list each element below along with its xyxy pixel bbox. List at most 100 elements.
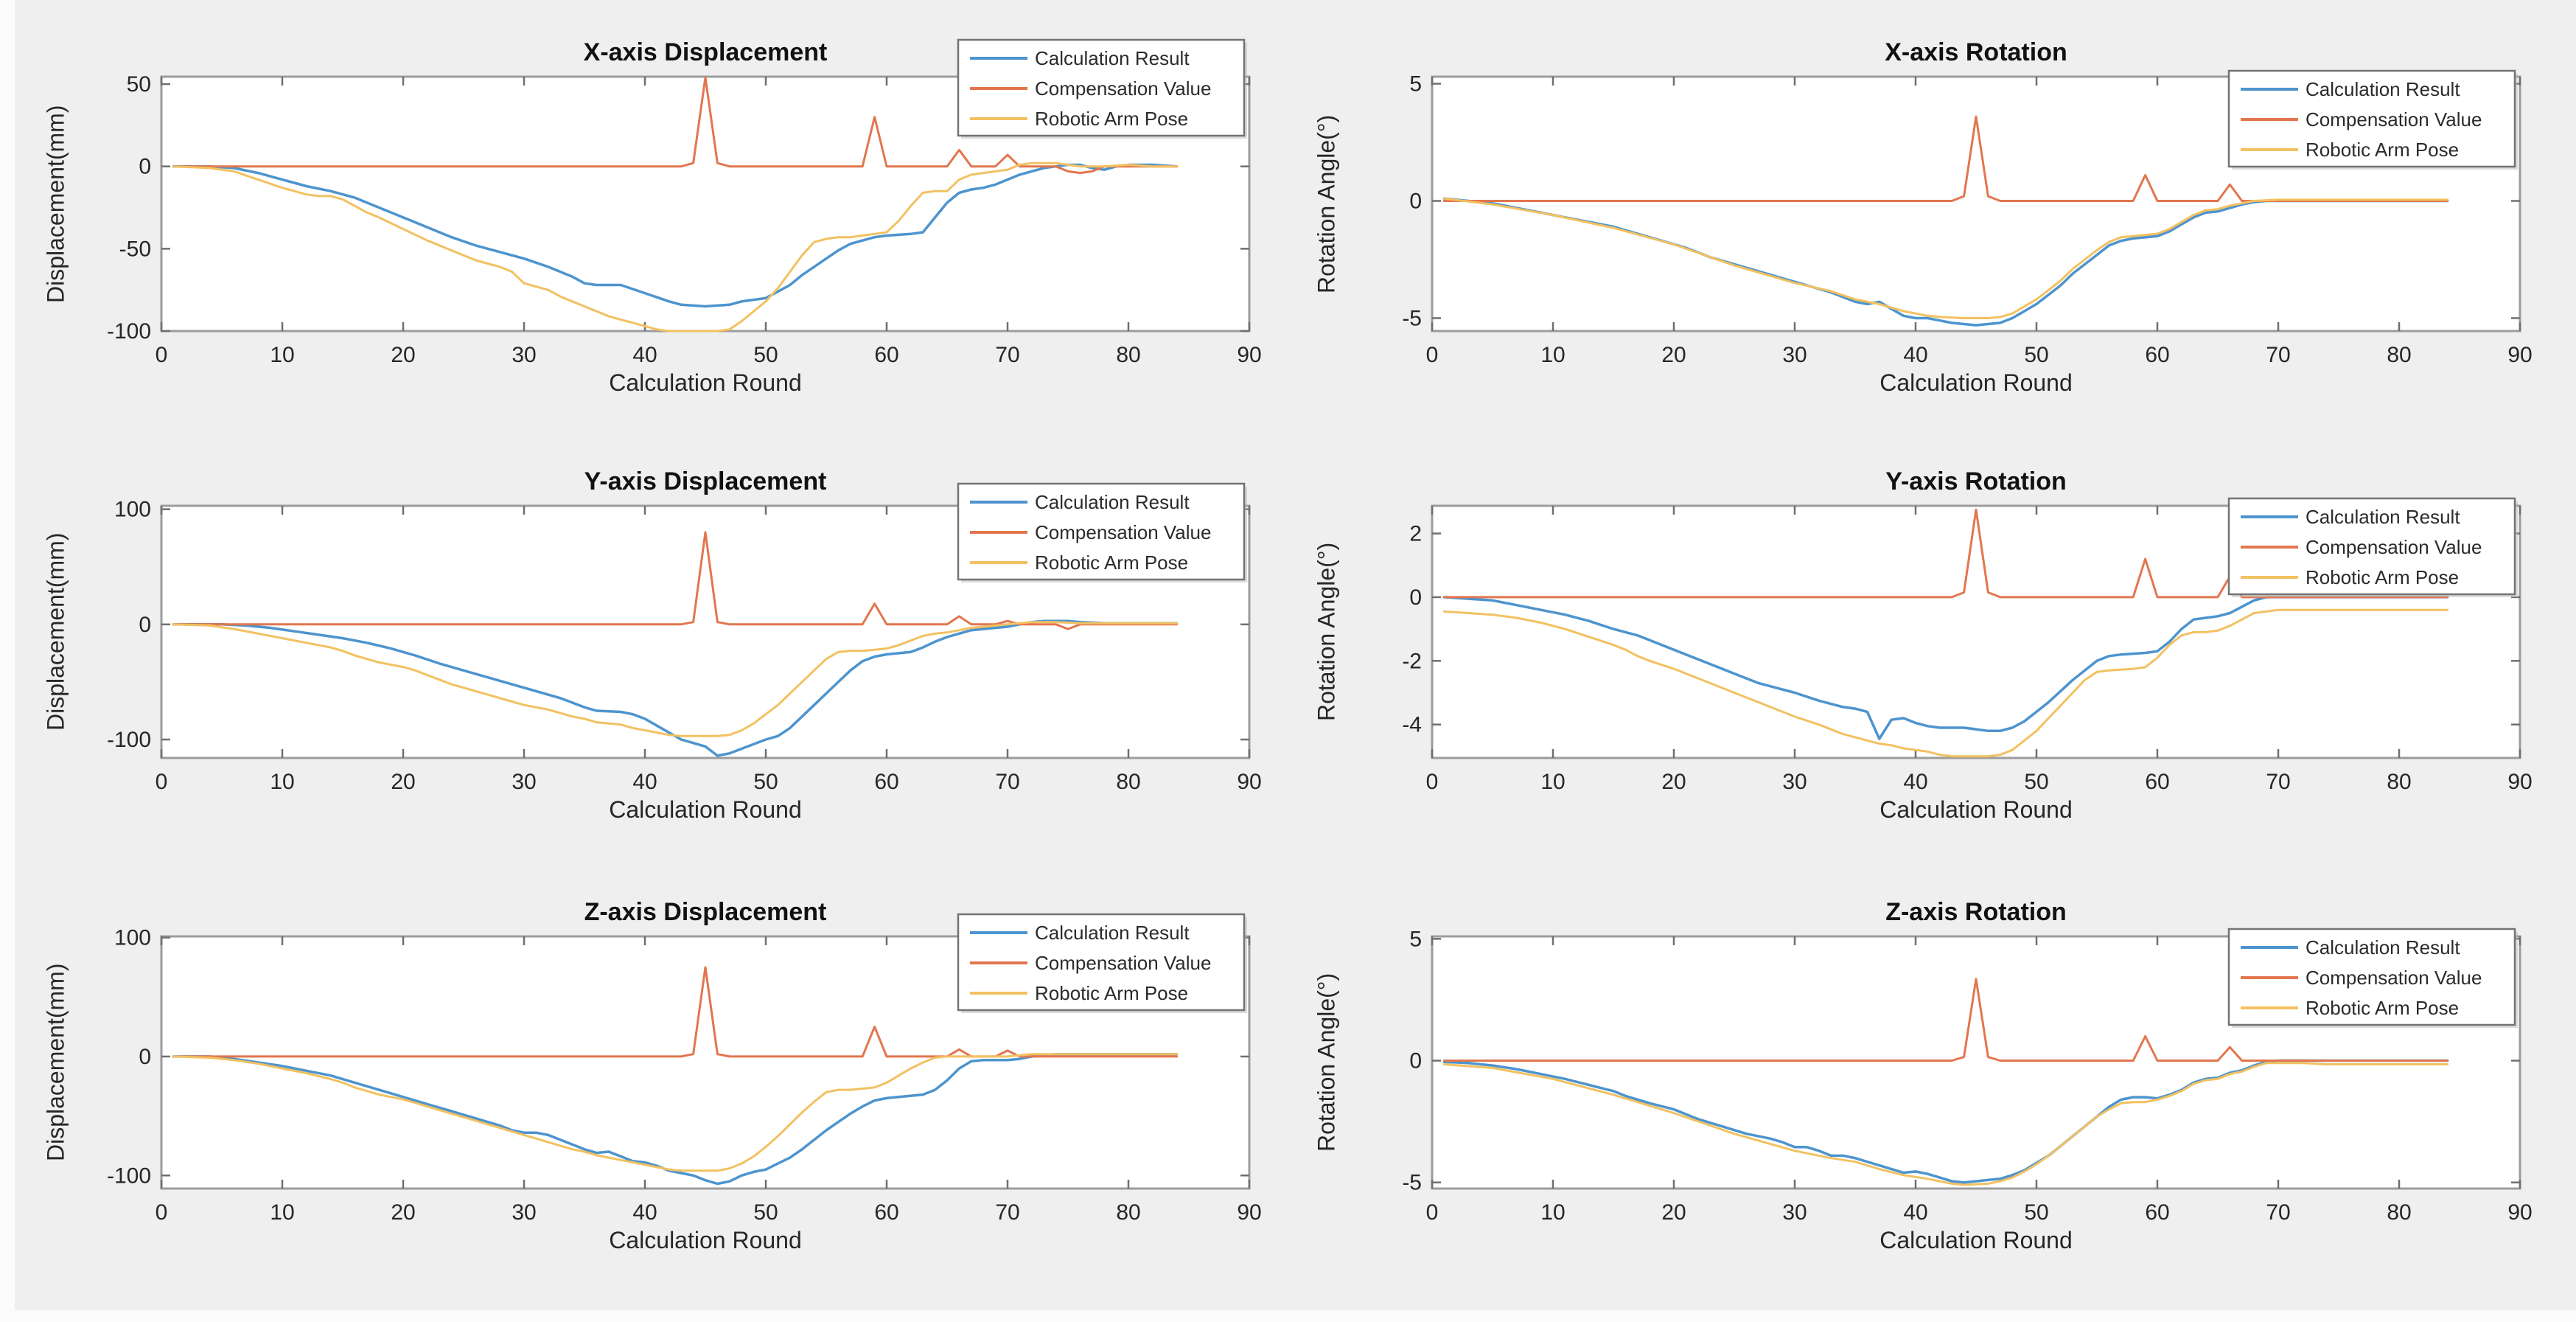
x-tick-label: 60 <box>2145 770 2169 794</box>
legend-item-label: Calculation Result <box>2306 78 2460 100</box>
x-tick-label: 0 <box>1426 770 1439 794</box>
series-robotic-arm-pose <box>1442 1062 2449 1186</box>
x-tick-label: 70 <box>2266 343 2290 367</box>
legend: Calculation Result Compensation Value Robo… <box>957 482 1247 582</box>
legend-item-label: Compensation Value <box>1035 952 1211 974</box>
y-tick-label: -100 <box>107 1163 151 1188</box>
y-tick-label: 0 <box>139 1045 151 1069</box>
x-tick-label: 0 <box>1426 1200 1439 1225</box>
subplot-x-axis-rotation: X-axis Rotation Rotation Angle(°) Calcul… <box>1288 0 2575 428</box>
series-robotic-arm-pose <box>172 161 1179 333</box>
x-tick-label: 50 <box>2024 343 2048 367</box>
series-calculation-result <box>1442 596 2449 740</box>
plot-title: Y-axis Rotation <box>1885 467 2067 495</box>
y-tick-label: 0 <box>139 613 151 637</box>
x-tick-label: 10 <box>270 343 294 367</box>
x-tick-label: 60 <box>874 343 898 367</box>
x-tick-label: 10 <box>1540 770 1565 794</box>
y-tick-label: -50 <box>119 237 151 261</box>
x-tick-label: 90 <box>1237 343 1261 367</box>
x-tick-label: 70 <box>995 1200 1019 1225</box>
y-tick-label: -5 <box>1402 1171 1422 1195</box>
x-tick-label: 20 <box>1661 770 1686 794</box>
x-tick-label: 80 <box>2387 770 2411 794</box>
series-compensation-value <box>172 531 1179 630</box>
x-tick-label: 60 <box>874 1200 898 1225</box>
x-tick-label: 10 <box>1540 343 1565 367</box>
legend-item-label: Robotic Arm Pose <box>1035 108 1188 130</box>
y-tick-label: 100 <box>114 926 151 950</box>
legend-item-label: Compensation Value <box>2306 967 2482 989</box>
subplot-y-axis-displacement: Y-axis Displacement Displacement(mm) Cal… <box>0 428 1288 859</box>
x-tick-label: 30 <box>512 343 536 367</box>
series-calculation-result <box>172 1052 1179 1186</box>
legend-item-label: Robotic Arm Pose <box>2306 139 2459 161</box>
x-tick-label: 0 <box>156 343 168 367</box>
x-tick-label: 30 <box>512 1200 536 1225</box>
x-tick-label: 40 <box>1903 1200 1927 1225</box>
x-tick-label: 70 <box>995 770 1019 794</box>
x-tick-label: 60 <box>2145 1200 2169 1225</box>
x-tick-label: 10 <box>270 770 294 794</box>
y-tick-label: -5 <box>1402 307 1422 331</box>
subplot-x-axis-displacement: X-axis Displacement Displacement(mm) Cal… <box>0 0 1288 428</box>
subplot-y-axis-rotation: Y-axis Rotation Rotation Angle(°) Calcul… <box>1288 428 2575 859</box>
x-tick-label: 80 <box>1116 343 1140 367</box>
legend-item-label: Robotic Arm Pose <box>1035 552 1188 574</box>
x-tick-label: 10 <box>1540 1200 1565 1225</box>
legend-item-label: Calculation Result <box>2306 936 2460 959</box>
plot-title: Z-axis Displacement <box>584 898 827 926</box>
legend-item-label: Calculation Result <box>1035 491 1190 513</box>
legend-item-label: Compensation Value <box>2306 108 2482 131</box>
x-tick-label: 50 <box>753 1200 778 1225</box>
y-tick-label: 50 <box>127 72 151 97</box>
y-tick-label: 0 <box>1409 1049 1422 1074</box>
plot-title: X-axis Rotation <box>1885 38 2067 66</box>
series-robotic-arm-pose <box>172 1053 1179 1172</box>
x-tick-label: 80 <box>1116 1200 1140 1225</box>
x-tick-label: 60 <box>2145 343 2169 367</box>
legend-item-label: Compensation Value <box>1035 77 1211 100</box>
y-tick-label: -100 <box>107 728 151 752</box>
legend-item-label: Compensation Value <box>2306 536 2482 558</box>
x-tick-label: 20 <box>391 1200 415 1225</box>
legend-item-label: Calculation Result <box>1035 47 1190 69</box>
x-axis-label: Calculation Round <box>609 369 802 396</box>
x-tick-label: 40 <box>632 343 657 367</box>
y-tick-label: 0 <box>1409 189 1422 214</box>
x-tick-label: 80 <box>1116 770 1140 794</box>
legend: Calculation Result Compensation Value Robo… <box>2227 928 2518 1028</box>
y-tick-label: -4 <box>1402 713 1422 737</box>
legend-item-label: Robotic Arm Pose <box>2306 997 2459 1019</box>
plot-canvas: 0 10 20 30 40 50 60 70 80 90 50 0 -50 -100 Calculation… <box>107 38 1262 367</box>
series-compensation-value <box>172 76 1179 175</box>
x-tick-label: 0 <box>1426 343 1439 367</box>
plot-title: Z-axis Rotation <box>1885 898 2067 926</box>
y-tick-label: 2 <box>1409 522 1422 546</box>
series-robotic-arm-pose <box>172 621 1179 737</box>
x-tick-label: 70 <box>995 343 1019 367</box>
y-tick-label: -2 <box>1402 649 1422 673</box>
series-calculation-result <box>172 163 1179 308</box>
series-compensation-value <box>172 966 1179 1058</box>
x-axis-label: Calculation Round <box>609 796 802 823</box>
plot-title: X-axis Displacement <box>583 38 828 66</box>
subplot-z-axis-rotation: Z-axis Rotation Rotation Angle(°) Calcul… <box>1288 859 2575 1322</box>
x-tick-label: 50 <box>2024 1200 2048 1225</box>
x-tick-label: 40 <box>1903 770 1927 794</box>
x-tick-label: 90 <box>1237 1200 1261 1225</box>
x-axis-label: Calculation Round <box>609 1227 802 1253</box>
legend-item-label: Robotic Arm Pose <box>1035 982 1188 1004</box>
x-axis-label: Calculation Round <box>1879 796 2073 823</box>
y-tick-label: -100 <box>107 319 151 344</box>
x-tick-label: 90 <box>2507 1200 2532 1225</box>
y-tick-label: 0 <box>1409 585 1422 610</box>
x-tick-label: 30 <box>1782 1200 1807 1225</box>
x-tick-label: 20 <box>1661 343 1686 367</box>
legend-item-label: Robotic Arm Pose <box>2306 566 2459 588</box>
x-tick-label: 20 <box>391 343 415 367</box>
